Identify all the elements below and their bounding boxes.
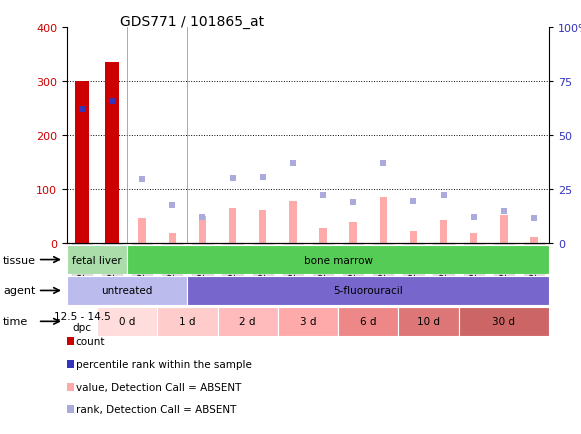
Text: 12.5 - 14.5
dpc: 12.5 - 14.5 dpc <box>53 311 110 332</box>
Bar <box>75 82 89 243</box>
Bar <box>217 307 278 336</box>
Text: 3 d: 3 d <box>300 317 316 326</box>
Bar <box>229 208 236 243</box>
Text: fetal liver: fetal liver <box>72 255 122 265</box>
Bar <box>157 307 217 336</box>
Text: GDS771 / 101865_at: GDS771 / 101865_at <box>120 15 264 29</box>
Bar <box>187 276 549 306</box>
Bar <box>410 231 417 243</box>
Bar <box>379 197 387 243</box>
Bar <box>138 219 146 243</box>
Text: tissue: tissue <box>3 255 36 265</box>
Text: 1 d: 1 d <box>179 317 196 326</box>
Bar <box>319 228 327 243</box>
Text: time: time <box>3 317 28 326</box>
Bar <box>199 216 206 243</box>
Bar <box>105 63 119 243</box>
Bar <box>97 307 157 336</box>
Text: 0 d: 0 d <box>119 317 135 326</box>
Bar <box>440 220 447 243</box>
Text: count: count <box>76 337 105 346</box>
Text: 10 d: 10 d <box>417 317 440 326</box>
Bar <box>67 276 187 306</box>
Text: agent: agent <box>3 286 35 296</box>
Text: 2 d: 2 d <box>239 317 256 326</box>
Text: 6 d: 6 d <box>360 317 376 326</box>
Text: bone marrow: bone marrow <box>303 255 372 265</box>
Bar <box>530 238 538 243</box>
Bar <box>278 307 338 336</box>
Text: rank, Detection Call = ABSENT: rank, Detection Call = ABSENT <box>76 404 236 414</box>
Text: 5-fluorouracil: 5-fluorouracil <box>333 286 403 296</box>
Bar <box>168 233 176 243</box>
Bar <box>349 223 357 243</box>
Text: untreated: untreated <box>102 286 153 296</box>
Bar <box>399 307 458 336</box>
Bar <box>67 307 97 336</box>
Text: value, Detection Call = ABSENT: value, Detection Call = ABSENT <box>76 382 241 391</box>
Bar <box>289 201 297 243</box>
Bar <box>67 245 127 275</box>
Text: percentile rank within the sample: percentile rank within the sample <box>76 359 252 369</box>
Text: 30 d: 30 d <box>492 317 515 326</box>
Bar <box>458 307 549 336</box>
Bar <box>500 215 508 243</box>
Bar <box>338 307 399 336</box>
Bar <box>259 211 267 243</box>
Bar <box>470 233 478 243</box>
Bar <box>127 245 549 275</box>
